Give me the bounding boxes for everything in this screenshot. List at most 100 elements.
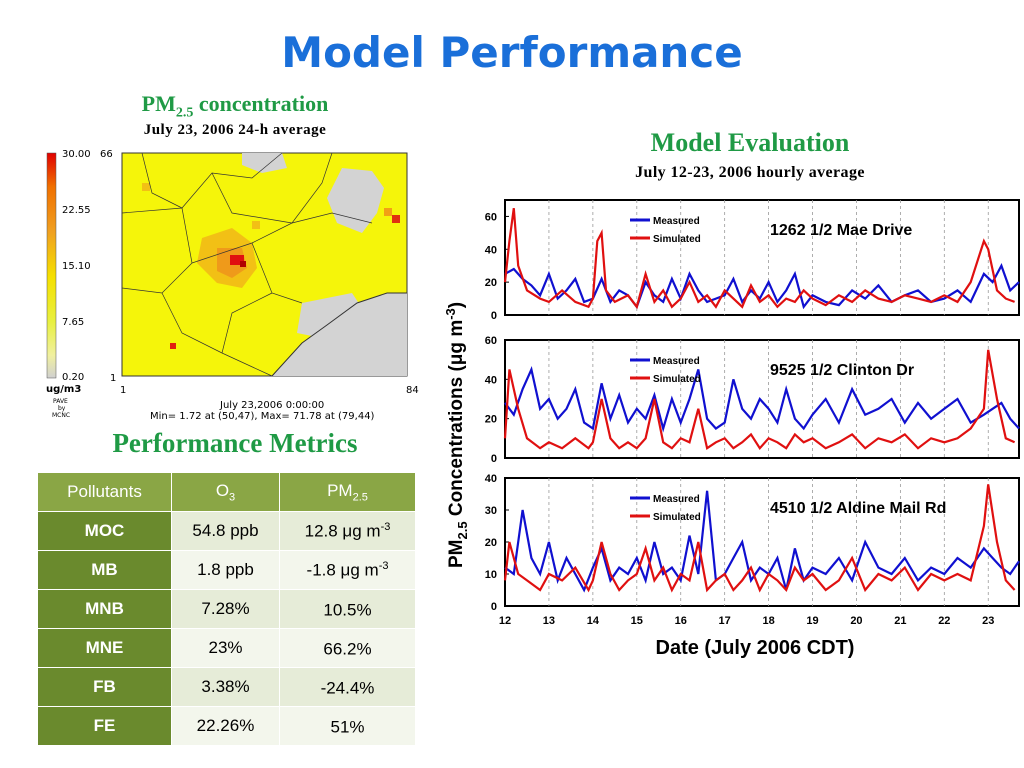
eval-title: Model Evaluation <box>650 128 850 157</box>
map-title: PM2.5 concentration <box>60 91 410 121</box>
y-tick-label: 60 <box>485 211 497 223</box>
eval-subtitle: July 12-23, 2006 hourly average <box>635 164 865 181</box>
x-tick-label: 16 <box>675 615 687 627</box>
table-row: FE 22.26% 51% <box>37 706 416 746</box>
x-tick-label: 21 <box>894 615 906 627</box>
legend-label: Simulated <box>653 234 701 245</box>
eval-ylabel: PM2.5 Concentrations (μg m-3) <box>443 302 470 569</box>
metric-pm-value: -1.8 μg m <box>306 560 379 580</box>
y-tick-label: 10 <box>485 569 497 581</box>
pm-concentration-map: 30.00 22.55 15.10 7.65 0.20 ug/m3 PAVE b… <box>46 149 419 422</box>
ylabel-sub: 2.5 <box>455 521 470 539</box>
max-hotspot <box>230 255 244 265</box>
metric-pm-value: 66.2% <box>323 639 372 659</box>
colorbar-label: 0.20 <box>62 372 84 383</box>
metric-pm: 66.2% <box>279 628 416 668</box>
y-tick-label: 20 <box>485 414 497 426</box>
metric-name: FB <box>37 667 172 707</box>
map-title-rest: concentration <box>193 91 329 116</box>
header-pollutants: Pollutants <box>37 472 172 512</box>
y-tick-label: 0 <box>491 601 497 613</box>
x-tick-label: 17 <box>719 615 731 627</box>
metric-pm: -1.8 μg m-3 <box>279 550 416 590</box>
x-tick-label: 14 <box>587 615 600 627</box>
header-o3-sub: 3 <box>229 491 236 504</box>
map-panel <box>121 152 408 377</box>
y-tick-label: 40 <box>485 374 497 386</box>
metric-name: MOC <box>37 511 172 551</box>
metric-pm-exp: -3 <box>378 559 389 572</box>
metric-pm: 12.8 μg m-3 <box>279 511 416 551</box>
metric-name: FE <box>37 706 172 746</box>
series-line-measured <box>504 490 1020 593</box>
series-line-measured <box>504 262 1020 310</box>
ylabel-pm: PM <box>446 540 467 569</box>
station-label: 4510 1/2 Aldine Mail Rd <box>770 500 946 517</box>
x-tick-label: 19 <box>806 615 818 627</box>
map-title-subscript: 2.5 <box>175 105 194 121</box>
y-tick-label: 60 <box>485 335 497 347</box>
legend-label: Measured <box>653 216 700 227</box>
y-tick-label: 20 <box>485 277 497 289</box>
map-minmax: Min= 1.72 at (50,47), Max= 71.78 at (79,… <box>150 411 375 422</box>
metric-o3: 1.8 ppb <box>171 550 280 590</box>
credit-line: PAVE <box>53 398 68 405</box>
gulf-region <box>272 293 407 376</box>
colorbar-unit: ug/m3 <box>46 384 81 395</box>
metrics-title: Performance Metrics <box>112 428 358 458</box>
map-axis-right-x: 84 <box>406 385 419 396</box>
header-pm-sub: 2.5 <box>352 491 368 504</box>
x-tick-label: 18 <box>762 615 774 627</box>
map-subtitle: July 23, 2006 24-h average <box>143 122 327 138</box>
series-line-simulated <box>503 484 1016 593</box>
time-series-charts: 0 20 40 60 Measured Simulated 1262 1/2 Mae Dri… <box>485 199 1020 627</box>
metric-o3: 3.38% <box>171 667 280 707</box>
nodata-region <box>327 168 384 233</box>
series-line-simulated <box>503 208 1015 310</box>
chart-frame <box>504 339 1020 459</box>
colorbar <box>46 152 57 379</box>
metric-o3: 23% <box>171 628 280 668</box>
y-tick-label: 20 <box>485 537 497 549</box>
table-row: MB 1.8 ppb -1.8 μg m-3 <box>37 550 416 590</box>
y-tick-label: 0 <box>491 310 497 322</box>
colorbar-label: 15.10 <box>62 261 91 272</box>
map-timestamp: July 23,2006 0:00:00 <box>219 400 324 411</box>
metric-pm-value: 12.8 μg m <box>304 521 381 541</box>
colorbar-label: 22.55 <box>62 205 91 216</box>
metric-pm-value: 10.5% <box>323 600 372 620</box>
x-tick-label: 15 <box>631 615 643 627</box>
y-tick-label: 0 <box>491 453 497 465</box>
metric-o3: 54.8 ppb <box>171 511 280 551</box>
credit-line: MCNC <box>52 412 70 419</box>
metrics-table: Pollutants O3 PM2.5 MOC 54.8 ppb 12.8 μg… <box>37 472 416 746</box>
table-row: MNE 23% 66.2% <box>37 628 416 668</box>
credit-line: by <box>58 405 66 412</box>
metric-name: MB <box>37 550 172 590</box>
header-o3-main: O <box>215 480 230 500</box>
metric-pm: 51% <box>279 706 416 746</box>
x-tick-label: 13 <box>543 615 555 627</box>
slide-title: Model Performance <box>281 28 743 77</box>
y-tick-label: 30 <box>485 505 497 517</box>
map-axis-top-y: 66 <box>100 149 113 160</box>
ylabel-end: ) <box>446 302 467 308</box>
map-axis-left-x: 1 <box>120 385 126 396</box>
station-label: 9525 1/2 Clinton Dr <box>770 362 914 379</box>
metric-pm-value: 51% <box>330 717 365 737</box>
series-line-measured <box>504 366 1020 433</box>
ylabel-mid: Concentrations (μg m <box>446 320 467 522</box>
metric-pm-exp: -3 <box>380 520 391 533</box>
x-tick-label: 20 <box>850 615 862 627</box>
metric-name: MNB <box>37 589 172 629</box>
legend-label: Measured <box>653 494 700 505</box>
x-tick-label: 23 <box>982 615 994 627</box>
table-row: MOC 54.8 ppb 12.8 μg m-3 <box>37 511 416 551</box>
ylabel-sup: -3 <box>443 308 458 320</box>
eval-xlabel: Date (July 2006 CDT) <box>655 637 855 659</box>
x-tick-label: 22 <box>938 615 950 627</box>
station-label: 1262 1/2 Mae Drive <box>770 222 912 239</box>
metric-o3: 7.28% <box>171 589 280 629</box>
table-row: MNB 7.28% 10.5% <box>37 589 416 629</box>
metric-pm: -24.4% <box>279 667 416 707</box>
